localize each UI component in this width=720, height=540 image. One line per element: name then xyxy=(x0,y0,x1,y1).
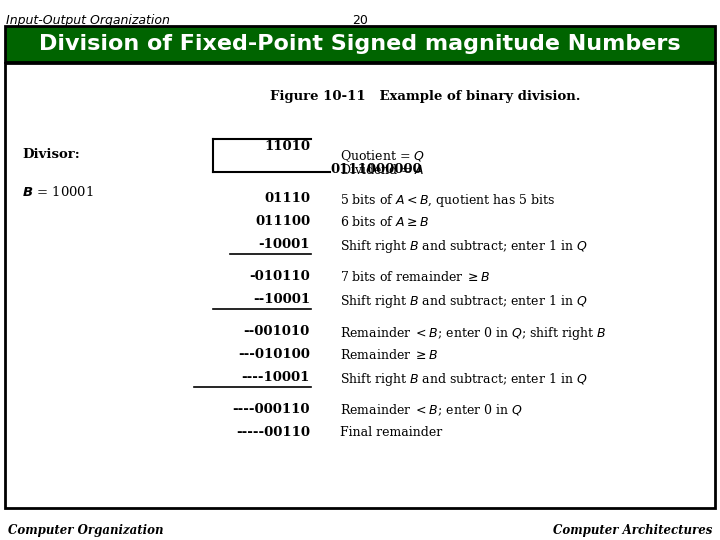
Text: Remainder $\geq B$: Remainder $\geq B$ xyxy=(340,348,438,362)
Text: Computer Architectures: Computer Architectures xyxy=(553,524,712,537)
Text: Input-Output Organization: Input-Output Organization xyxy=(6,14,170,27)
Text: 20: 20 xyxy=(352,14,368,27)
Text: Remainder $< B$; enter 0 in $Q$; shift right $B$: Remainder $< B$; enter 0 in $Q$; shift r… xyxy=(340,325,606,342)
Text: 01110: 01110 xyxy=(264,192,310,205)
Text: -010110: -010110 xyxy=(249,270,310,283)
Text: --001010: --001010 xyxy=(244,325,310,338)
Text: --10001: --10001 xyxy=(253,293,310,306)
Text: -----00110: -----00110 xyxy=(236,426,310,439)
Text: ---010100: ---010100 xyxy=(238,348,310,361)
Text: Shift right $B$ and subtract; enter 1 in $Q$: Shift right $B$ and subtract; enter 1 in… xyxy=(340,293,588,310)
Text: Figure 10-11   Example of binary division.: Figure 10-11 Example of binary division. xyxy=(270,90,580,103)
Text: ----000110: ----000110 xyxy=(233,403,310,416)
Text: 7 bits of remainder $\geq B$: 7 bits of remainder $\geq B$ xyxy=(340,270,491,284)
Text: 11010: 11010 xyxy=(264,140,310,153)
Text: $\bfit{B}$ = 10001: $\bfit{B}$ = 10001 xyxy=(22,185,94,199)
Text: ----10001: ----10001 xyxy=(242,371,310,384)
Text: 5 bits of $A < B$, quotient has 5 bits: 5 bits of $A < B$, quotient has 5 bits xyxy=(340,192,556,209)
Text: -10001: -10001 xyxy=(258,238,310,251)
Text: Computer Organization: Computer Organization xyxy=(8,524,163,537)
Text: 6 bits of $A \geq B$: 6 bits of $A \geq B$ xyxy=(340,215,429,229)
Text: Divisor:: Divisor: xyxy=(22,148,80,161)
Text: 011100: 011100 xyxy=(255,215,310,228)
Bar xyxy=(5,63,715,508)
Text: Remainder $< B$; enter 0 in $Q$: Remainder $< B$; enter 0 in $Q$ xyxy=(340,403,523,418)
Text: Dividend = $A$: Dividend = $A$ xyxy=(340,163,425,177)
Text: Shift right $B$ and subtract; enter 1 in $Q$: Shift right $B$ and subtract; enter 1 in… xyxy=(340,238,588,255)
Text: 0111000000: 0111000000 xyxy=(330,163,422,176)
Text: Final remainder: Final remainder xyxy=(340,426,442,439)
Text: Quotient = $Q$: Quotient = $Q$ xyxy=(340,148,425,164)
Text: Division of Fixed-Point Signed magnitude Numbers: Division of Fixed-Point Signed magnitude… xyxy=(39,34,681,54)
Text: Shift right $B$ and subtract; enter 1 in $Q$: Shift right $B$ and subtract; enter 1 in… xyxy=(340,371,588,388)
Bar xyxy=(5,26,715,62)
